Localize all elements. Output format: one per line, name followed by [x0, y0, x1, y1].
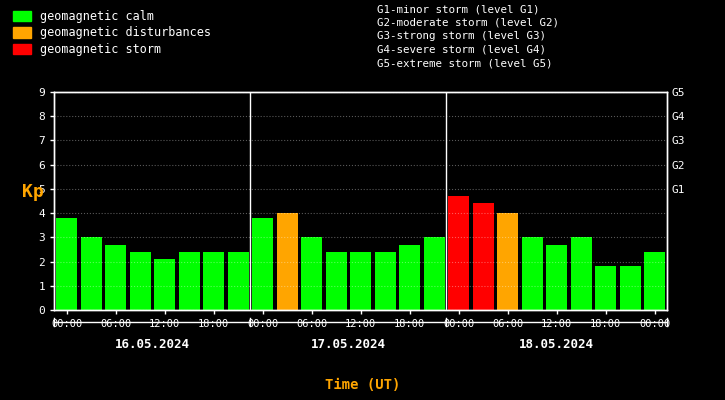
Bar [80, 237, 102, 310]
Text: 17.05.2024: 17.05.2024 [311, 338, 386, 351]
Bar [302, 237, 322, 310]
Bar [571, 237, 592, 310]
Bar [375, 252, 396, 310]
Bar [228, 252, 249, 310]
Bar [497, 213, 518, 310]
Text: Time (UT): Time (UT) [325, 378, 400, 392]
Text: 18.05.2024: 18.05.2024 [519, 338, 594, 351]
Legend: geomagnetic calm, geomagnetic disturbances, geomagnetic storm: geomagnetic calm, geomagnetic disturbanc… [13, 10, 211, 56]
Bar [57, 218, 77, 310]
Bar [399, 244, 420, 310]
Bar [448, 196, 469, 310]
Bar [277, 213, 297, 310]
Bar [326, 252, 347, 310]
Bar [105, 244, 126, 310]
Bar [620, 266, 641, 310]
Bar [473, 204, 494, 310]
Text: 16.05.2024: 16.05.2024 [115, 338, 190, 351]
Y-axis label: Kp: Kp [22, 183, 44, 201]
Bar [252, 218, 273, 310]
Bar [595, 266, 616, 310]
Text: G1-minor storm (level G1)
G2-moderate storm (level G2)
G3-strong storm (level G3: G1-minor storm (level G1) G2-moderate st… [377, 4, 559, 68]
Bar [179, 252, 199, 310]
Bar [547, 244, 567, 310]
Bar [522, 237, 542, 310]
Bar [350, 252, 371, 310]
Bar [130, 252, 151, 310]
Bar [203, 252, 224, 310]
Bar [645, 252, 665, 310]
Bar [424, 237, 444, 310]
Bar [154, 259, 175, 310]
